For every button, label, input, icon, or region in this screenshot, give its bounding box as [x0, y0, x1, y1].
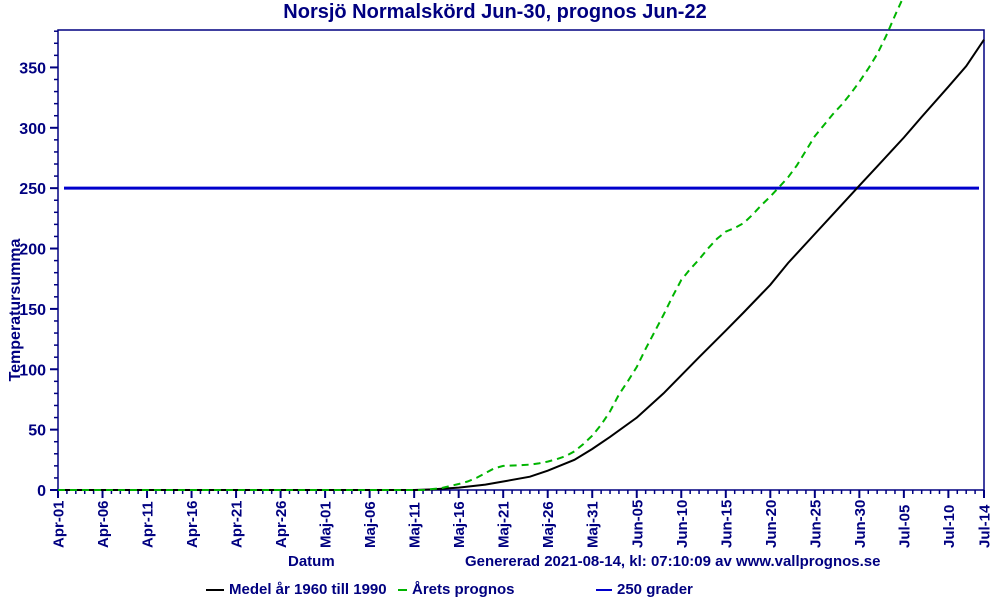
y-tick-label: 350: [19, 60, 46, 77]
x-tick-label: Jun-10: [674, 500, 691, 548]
x-tick-label: Jun-15: [718, 500, 735, 548]
x-tick-label: Maj-26: [540, 501, 557, 548]
y-tick-label: 200: [19, 242, 46, 259]
x-tick-label: Apr-16: [184, 500, 201, 548]
series-prognos-line: [58, 0, 904, 491]
x-tick-label: Jul-05: [896, 505, 913, 548]
series-medel-line: [58, 39, 985, 491]
prognos-line-marker: [398, 588, 407, 591]
x-tick-label: Maj-21: [496, 501, 513, 548]
x-tick-label: Jun-25: [807, 500, 824, 548]
x-tick-label: Maj-06: [362, 501, 379, 548]
y-tick-label: 250: [19, 181, 46, 198]
y-tick-label: 150: [19, 302, 46, 319]
legend-item-prognos: Årets prognos: [398, 581, 515, 598]
y-tick-label: 0: [37, 483, 46, 500]
reference-line-marker: [596, 588, 612, 591]
y-tick-label: 100: [19, 362, 46, 379]
legend-label-prognos: Årets prognos: [412, 581, 515, 598]
x-tick-label: Jul-14: [977, 504, 990, 548]
x-tick-label: Apr-11: [140, 501, 157, 548]
legend-label-medel: Medel år 1960 till 1990: [229, 581, 387, 598]
chart-title: Norsjö Normalskörd Jun-30, prognos Jun-2…: [283, 1, 707, 23]
y-tick-label: 300: [19, 121, 46, 138]
medel-line-marker: [206, 588, 224, 591]
x-tick-label: Maj-11: [407, 502, 424, 548]
legend-label-250-grader: 250 grader: [617, 581, 693, 598]
x-tick-label: Jun-30: [852, 500, 869, 548]
y-tick-label: 50: [28, 423, 46, 440]
generated-timestamp-text: Genererad 2021-08-14, kl: 07:10:09 av ww…: [465, 553, 881, 570]
x-tick-label: Apr-06: [95, 500, 112, 548]
legend-item-medel: Medel år 1960 till 1990: [206, 581, 387, 598]
x-tick-label: Apr-01: [51, 500, 68, 548]
x-tick-label: Maj-01: [318, 501, 335, 548]
x-axis-title: Datum: [288, 553, 335, 570]
x-axis-ticks: Apr-01 Apr-06 Apr-11 Apr-16 Apr-21 Apr-26 Maj-…: [51, 490, 990, 548]
x-tick-label: Jun-20: [763, 500, 780, 548]
x-tick-label: Maj-16: [451, 501, 468, 548]
x-tick-label: Maj-31: [585, 501, 602, 548]
x-tick-label: Jun-05: [629, 500, 646, 548]
x-tick-label: Apr-26: [273, 500, 290, 548]
legend-item-250-grader: 250 grader: [596, 581, 693, 598]
y-axis-title: Temperatursumma: [7, 238, 24, 382]
y-axis-ticks: 0 50 100 150 200 250 300 350: [19, 30, 58, 500]
x-tick-label: Apr-21: [229, 500, 246, 548]
x-tick-label: Jul-10: [941, 505, 958, 548]
